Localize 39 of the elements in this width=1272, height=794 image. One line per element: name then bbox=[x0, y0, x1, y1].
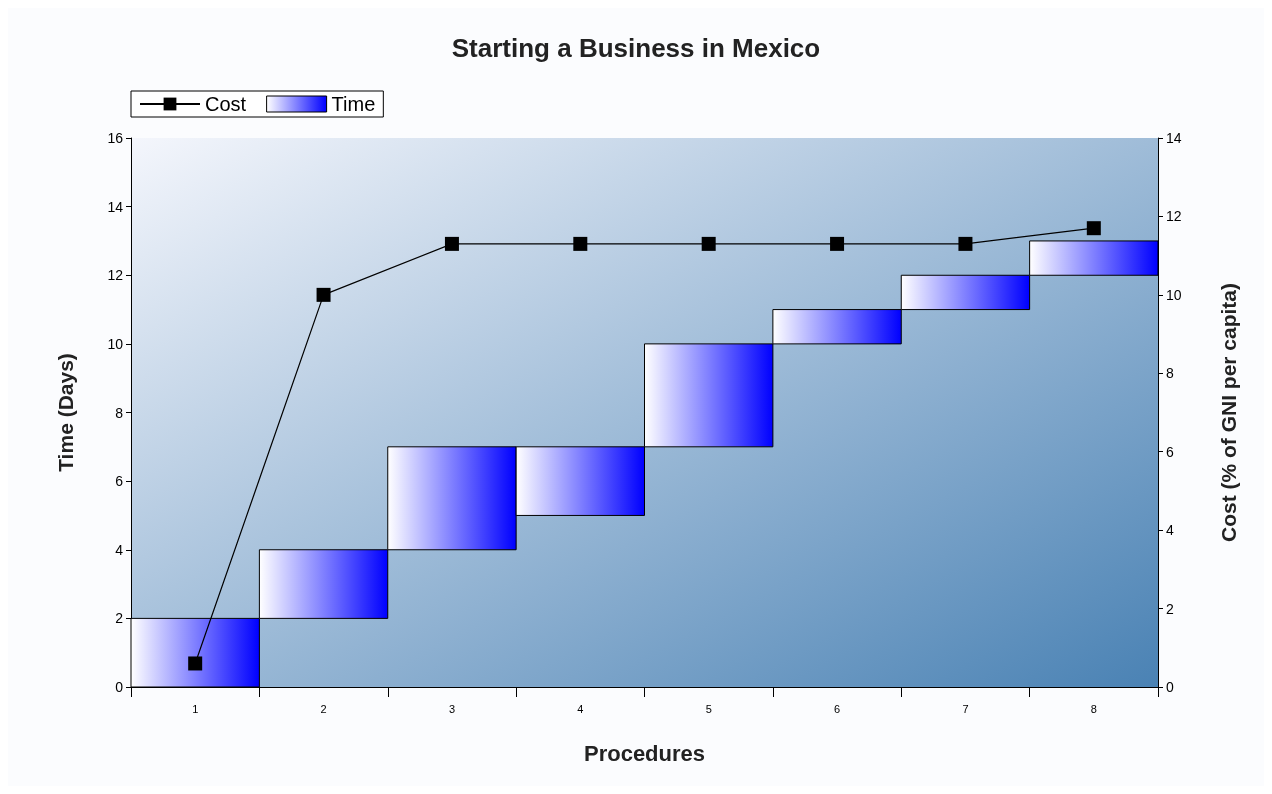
point bbox=[958, 236, 973, 251]
y2-tick-label: 14 bbox=[1166, 130, 1182, 146]
point bbox=[1086, 221, 1101, 236]
y2-tick-label: 0 bbox=[1166, 679, 1174, 695]
x-tick-label: 8 bbox=[1090, 702, 1097, 715]
y-tick-label: 8 bbox=[115, 404, 124, 421]
y-tick-label: 14 bbox=[107, 198, 124, 215]
y2-tick-label: 8 bbox=[1166, 365, 1174, 382]
y2-tick-label: 10 bbox=[1166, 286, 1182, 303]
point bbox=[444, 236, 459, 251]
y-tick-label: 12 bbox=[107, 267, 124, 284]
x-tick-label: 5 bbox=[705, 702, 712, 715]
point bbox=[701, 236, 716, 251]
legend-label: Cost bbox=[205, 93, 247, 115]
x-tick-label: 1 bbox=[192, 702, 199, 715]
y-tick-label: 6 bbox=[115, 473, 124, 490]
point bbox=[316, 287, 331, 302]
y-tick-label: 16 bbox=[107, 130, 124, 146]
y2-tick-label: 6 bbox=[1166, 443, 1174, 460]
x-tick-label: 6 bbox=[834, 702, 841, 715]
y-tick-label: 10 bbox=[107, 335, 124, 352]
x-tick-label: 4 bbox=[577, 702, 584, 715]
chart-title: Starting a Business in Mexico bbox=[451, 33, 821, 63]
x-axis-title: Procedures bbox=[583, 740, 706, 766]
y2-tick-label: 12 bbox=[1166, 208, 1182, 225]
y2-tick-label: 4 bbox=[1166, 522, 1174, 539]
y-axis-title: Time (Days) bbox=[54, 353, 77, 472]
x-tick-label: 3 bbox=[448, 702, 455, 715]
y2-tick-label: 2 bbox=[1166, 600, 1174, 617]
x-tick-label: 2 bbox=[320, 702, 327, 715]
y-tick-label: 4 bbox=[115, 541, 124, 558]
point bbox=[188, 656, 203, 671]
x-tick-label: 7 bbox=[962, 702, 969, 715]
point bbox=[830, 236, 845, 251]
y2-axis-title: Cost (% of GNI per capita) bbox=[1217, 282, 1240, 543]
point bbox=[573, 236, 588, 251]
y-tick-label: 0 bbox=[115, 679, 124, 695]
y-tick-label: 2 bbox=[115, 610, 124, 627]
legend-label: Time bbox=[331, 93, 376, 115]
